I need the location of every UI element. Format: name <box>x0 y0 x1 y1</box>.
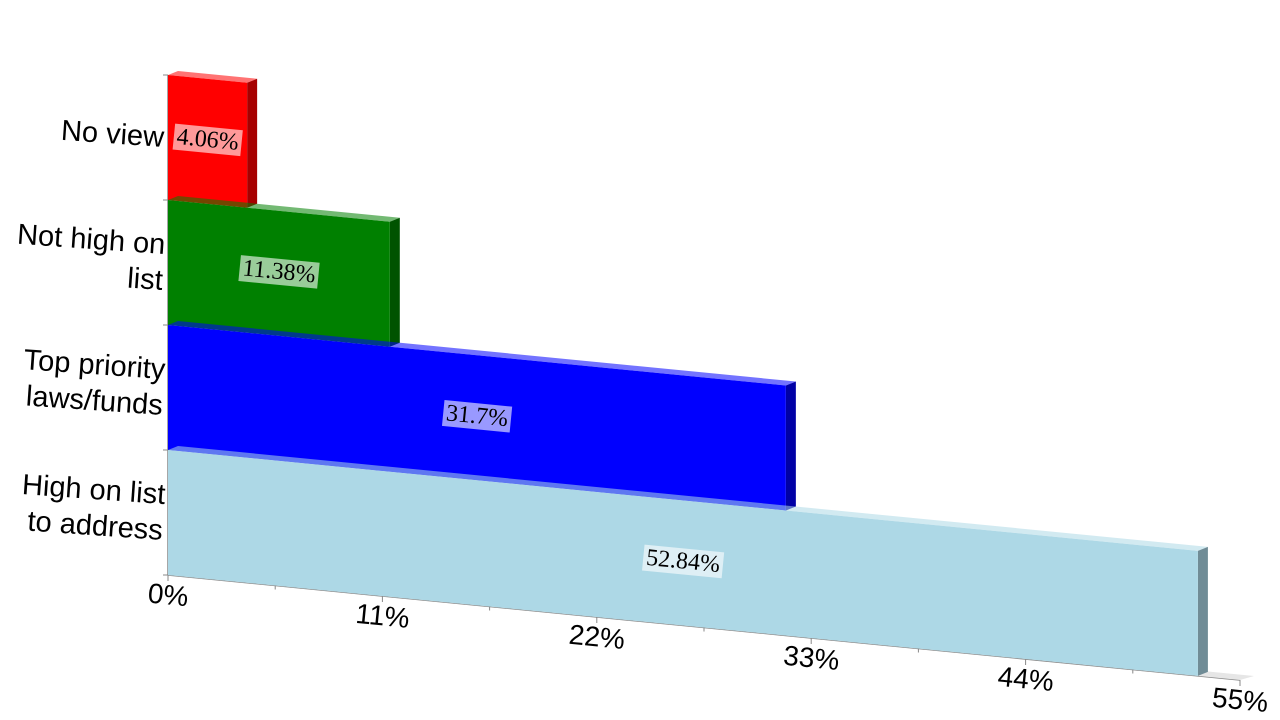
data-label-group: 31.7% <box>441 400 513 433</box>
x-tick-label: 22% <box>568 619 627 655</box>
y-tick-label: Top priority laws/funds <box>22 343 167 422</box>
bar-top <box>168 446 1208 551</box>
data-label: 4.06% <box>176 124 240 156</box>
bar-side <box>1197 546 1208 676</box>
data-label-box <box>441 400 513 433</box>
bar-top <box>168 196 400 222</box>
x-tick-label: 33% <box>782 640 841 676</box>
y-tick-label: Not high on list <box>16 218 167 297</box>
data-label: 31.7% <box>445 400 509 432</box>
x-tick-label: 55% <box>1211 682 1270 718</box>
data-label-group: 52.84% <box>642 544 725 579</box>
bar-top <box>168 321 796 386</box>
data-label-group: 4.06% <box>172 123 243 157</box>
data-label-box <box>172 123 243 157</box>
x-tick-label: 0% <box>147 578 190 613</box>
y-tick-label: High on list to address <box>21 468 167 547</box>
bar-side <box>785 381 796 511</box>
data-label-box <box>238 255 320 289</box>
x-tick-label: 11% <box>354 598 411 634</box>
data-label-box <box>642 544 725 579</box>
bar-side <box>247 78 258 208</box>
x-tick-label: 44% <box>996 661 1055 697</box>
bar-top <box>168 71 258 83</box>
data-label-group: 11.38% <box>238 255 320 289</box>
bar-side <box>389 217 400 347</box>
